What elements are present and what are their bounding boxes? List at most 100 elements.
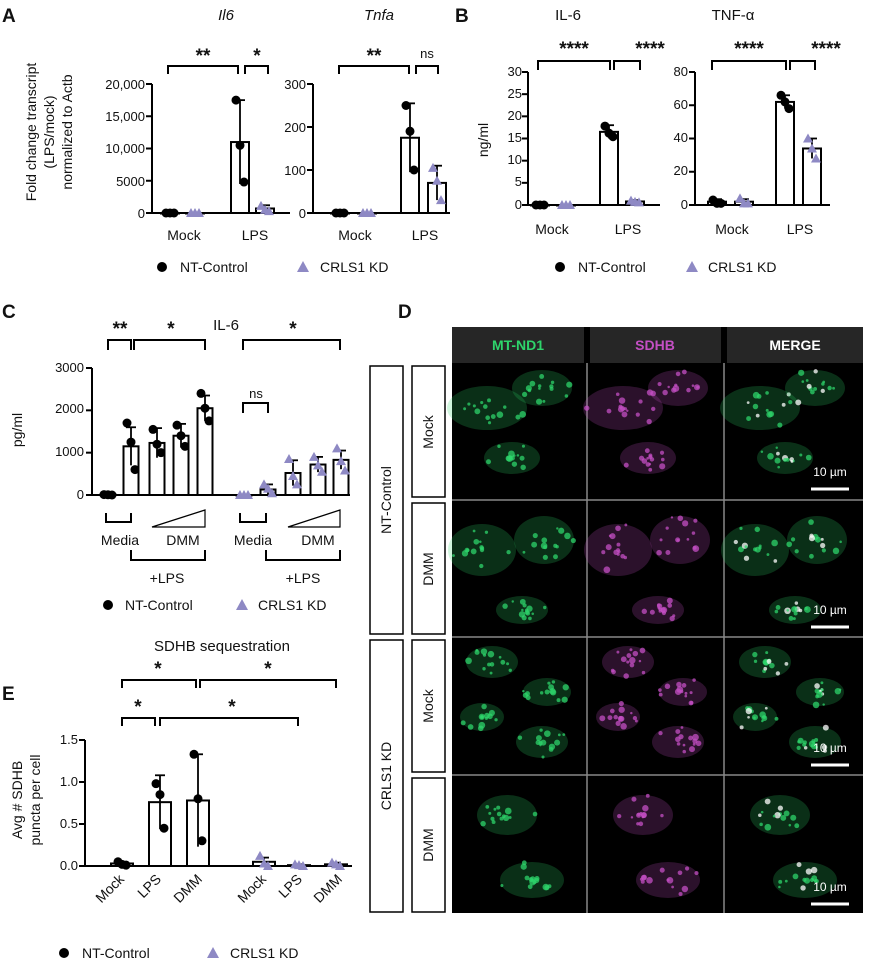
cell-puncta-r1-c2-1-7 (794, 549, 799, 554)
panel-a-il6-sig-2: * (253, 46, 261, 67)
point-5-s0-c1-1 (155, 790, 165, 800)
cell-puncta-r2-c0-0-1 (482, 667, 486, 671)
cell-puncta-r2-c1-0-0 (638, 659, 642, 663)
cell-puncta-r0-c0-1-13 (549, 386, 554, 391)
panel-c-legend-kd-label: CRLS1 KD (258, 597, 326, 613)
cell-puncta-r0-c0-2-4 (485, 459, 491, 465)
cell-puncta-r2-c1-3-13 (658, 730, 663, 736)
panel-c-dmm-wedge-kd (287, 509, 341, 528)
cell-puncta-r2-c0-1-10 (522, 692, 529, 698)
panel-c-lps-label-nt: +LPS (150, 570, 185, 586)
cell-puncta-r0-c2-2-4 (776, 451, 780, 456)
cell-puncta-r2-c0-0-9 (474, 649, 480, 655)
panel-e-legend-nt-marker (59, 948, 69, 958)
panel-e-legend-nt-label: NT-Control (82, 945, 150, 961)
cell-puncta-r0-c0-0-4 (483, 404, 488, 409)
point-2-s0-c0-2 (539, 200, 549, 210)
cell-puncta-r2-c2-3-4 (821, 744, 828, 750)
panel-e-cat-kd-mock: Mock (234, 870, 270, 906)
cell-puncta-r1-c1-0-5 (615, 525, 621, 532)
panel-c-tick-1000: 1000 (55, 444, 84, 459)
panel-b-tnf-cat-mock: Mock (715, 221, 749, 237)
cell-puncta-r3-c2-1-0 (810, 866, 818, 874)
cell-puncta-r0-c1-2-9 (648, 462, 652, 466)
cell-puncta-r1-c2-2-2 (788, 616, 794, 621)
cell-puncta-r3-c0-1-11 (529, 876, 536, 882)
cell-puncta-r2-c1-0-2 (629, 662, 635, 668)
cell-puncta-r1-c0-0-9 (479, 547, 485, 553)
cell-puncta-r2-c1-2-11 (632, 715, 638, 721)
panel-e-ylabel-line1: Avg # SDHB (9, 761, 25, 839)
point-5-s0-c1-0 (151, 779, 161, 789)
panel-b-il6-tick-25: 25 (508, 86, 522, 101)
cell-puncta-r0-c2-1-7 (810, 389, 815, 395)
panel-b-il6-bracket-2 (613, 60, 641, 70)
cell-puncta-r2-c0-1-8 (551, 680, 556, 684)
channel-header-sdhb (590, 327, 721, 363)
point-0-s1-c1-2 (264, 206, 274, 216)
cell-puncta-r2-c0-2-3 (494, 718, 498, 722)
cell-puncta-r3-c1-1-13 (678, 891, 683, 897)
panel-b-tnf-tick-60: 60 (674, 97, 688, 112)
cell-body-r2-c1-2 (596, 703, 640, 731)
panel-b-tnf-title: TNF-α (712, 7, 755, 24)
cell-puncta-r1-c0-2-1 (521, 608, 524, 612)
panel-b-legend-kd-marker (686, 261, 698, 272)
cell-puncta-r1-c1-1-5 (676, 538, 680, 542)
cell-puncta-r0-c2-0-5 (777, 422, 783, 428)
cell-puncta-r0-c2-0-7 (752, 403, 759, 410)
point-5-s1-c1-2 (298, 861, 308, 870)
cell-puncta-r1-c2-1-8 (809, 533, 814, 538)
cell-puncta-r0-c1-1-2 (681, 369, 687, 375)
cell-puncta-r3-c2-0-9 (783, 810, 790, 817)
cell-puncta-r3-c2-1-8 (796, 862, 802, 868)
cell-puncta-r1-c2-1-11 (814, 536, 821, 543)
cell-puncta-r2-c2-0-0 (784, 662, 789, 666)
panel-c-media-bracket-kd (239, 513, 267, 523)
panel-c-legend-kd-marker (236, 599, 248, 610)
cell-puncta-r0-c1-0-11 (638, 399, 643, 404)
panel-e-legend-kd-label: CRLS1 KD (230, 945, 298, 961)
cell-puncta-r0-c1-0-4 (651, 406, 656, 412)
scale-bar-label-1: 10 µm (813, 465, 847, 479)
panel-c-legend-nt-label: NT-Control (125, 597, 193, 613)
cell-puncta-r0-c0-2-11 (521, 444, 525, 448)
cell-puncta-r1-c0-0-12 (506, 550, 511, 555)
cell-puncta-r1-c2-2-13 (791, 606, 798, 613)
point-4-s0-c1-0 (122, 418, 132, 428)
cell-puncta-r2-c0-1-7 (562, 684, 569, 691)
cell-puncta-r3-c0-0-6 (499, 816, 504, 821)
point-4-s0-c2-1 (152, 439, 162, 449)
point-2-s1-c0-2 (565, 200, 575, 209)
cell-puncta-r2-c1-0-5 (616, 650, 620, 654)
panel-c-tick-2000: 2000 (55, 401, 84, 416)
cell-puncta-r3-c1-1-9 (677, 870, 683, 876)
panel-e: SDHB sequestration Avg # SDHB puncta per… (9, 638, 352, 961)
panel-e-sig-2: * (264, 659, 272, 680)
cell-puncta-r2-c2-3-12 (822, 748, 827, 753)
panel-a-il6-tick-0: 0 (138, 206, 145, 221)
cell-puncta-r2-c2-0-1 (765, 651, 769, 655)
panel-b-legend-nt-label: NT-Control (578, 259, 646, 275)
cell-puncta-r3-c0-1-2 (520, 863, 527, 870)
panel-c-sig-2: * (167, 319, 175, 340)
cell-puncta-r0-c2-2-3 (777, 465, 781, 469)
panel-b-il6-sig-1: **** (559, 39, 589, 60)
cell-puncta-r3-c0-0-3 (496, 805, 501, 810)
cell-puncta-r0-c2-2-13 (774, 457, 781, 464)
cell-puncta-r2-c0-0-6 (489, 662, 495, 667)
cell-puncta-r3-c1-0-7 (638, 821, 644, 827)
point-1-s0-c1-1 (405, 126, 415, 136)
cell-puncta-r1-c2-2-6 (793, 611, 798, 616)
cell-puncta-r0-c0-2-8 (497, 444, 501, 448)
panel-c-legend-nt-marker (103, 600, 113, 610)
cell-puncta-r1-c0-1-11 (522, 550, 526, 554)
panel-c-bracket-1 (107, 339, 132, 350)
cell-puncta-r1-c1-1-10 (656, 549, 662, 556)
panel-b-il6-title: IL-6 (555, 7, 581, 24)
point-4-s1-c3-2 (317, 466, 327, 476)
panel-c-lps-bracket-nt (130, 550, 206, 561)
cell-puncta-r3-c1-0-6 (636, 812, 642, 818)
cell-puncta-r3-c1-1-11 (640, 874, 647, 881)
panel-b-tnf-tick-20: 20 (674, 163, 688, 178)
